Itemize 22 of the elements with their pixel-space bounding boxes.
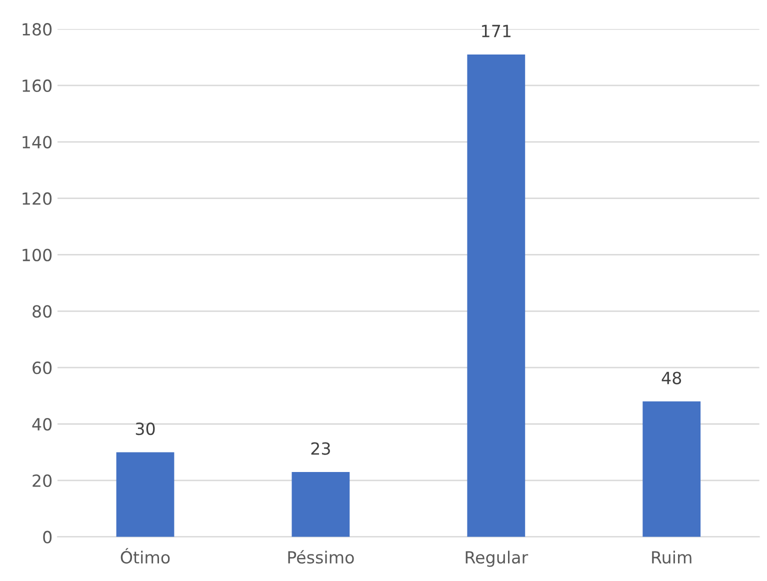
y-tick-label: 100: [22, 248, 52, 262]
y-tick-label: 120: [22, 192, 52, 205]
data-label: 30: [136, 422, 155, 436]
x-tick-label: Péssimo: [288, 550, 354, 564]
data-label: 171: [482, 24, 511, 38]
x-tick-label: Ruim: [652, 550, 692, 564]
x-tick-label: Regular: [466, 550, 528, 567]
y-tick-label: 20: [32, 474, 52, 487]
data-label: 23: [311, 442, 330, 455]
y-tick-label: 0: [43, 530, 52, 544]
bar: [467, 54, 526, 537]
bar: [292, 472, 350, 537]
y-tick-label: 60: [32, 362, 52, 374]
x-tick-label: Ótimo: [120, 548, 170, 564]
data-label: 48: [662, 372, 682, 384]
bar: [116, 452, 174, 537]
bar: [642, 401, 701, 537]
y-tick-label: 140: [22, 136, 52, 148]
y-tick-label: 40: [32, 418, 52, 431]
y-tick-label: 80: [32, 305, 52, 318]
y-tick-label: 180: [22, 23, 52, 36]
y-tick-label: 160: [22, 79, 52, 92]
